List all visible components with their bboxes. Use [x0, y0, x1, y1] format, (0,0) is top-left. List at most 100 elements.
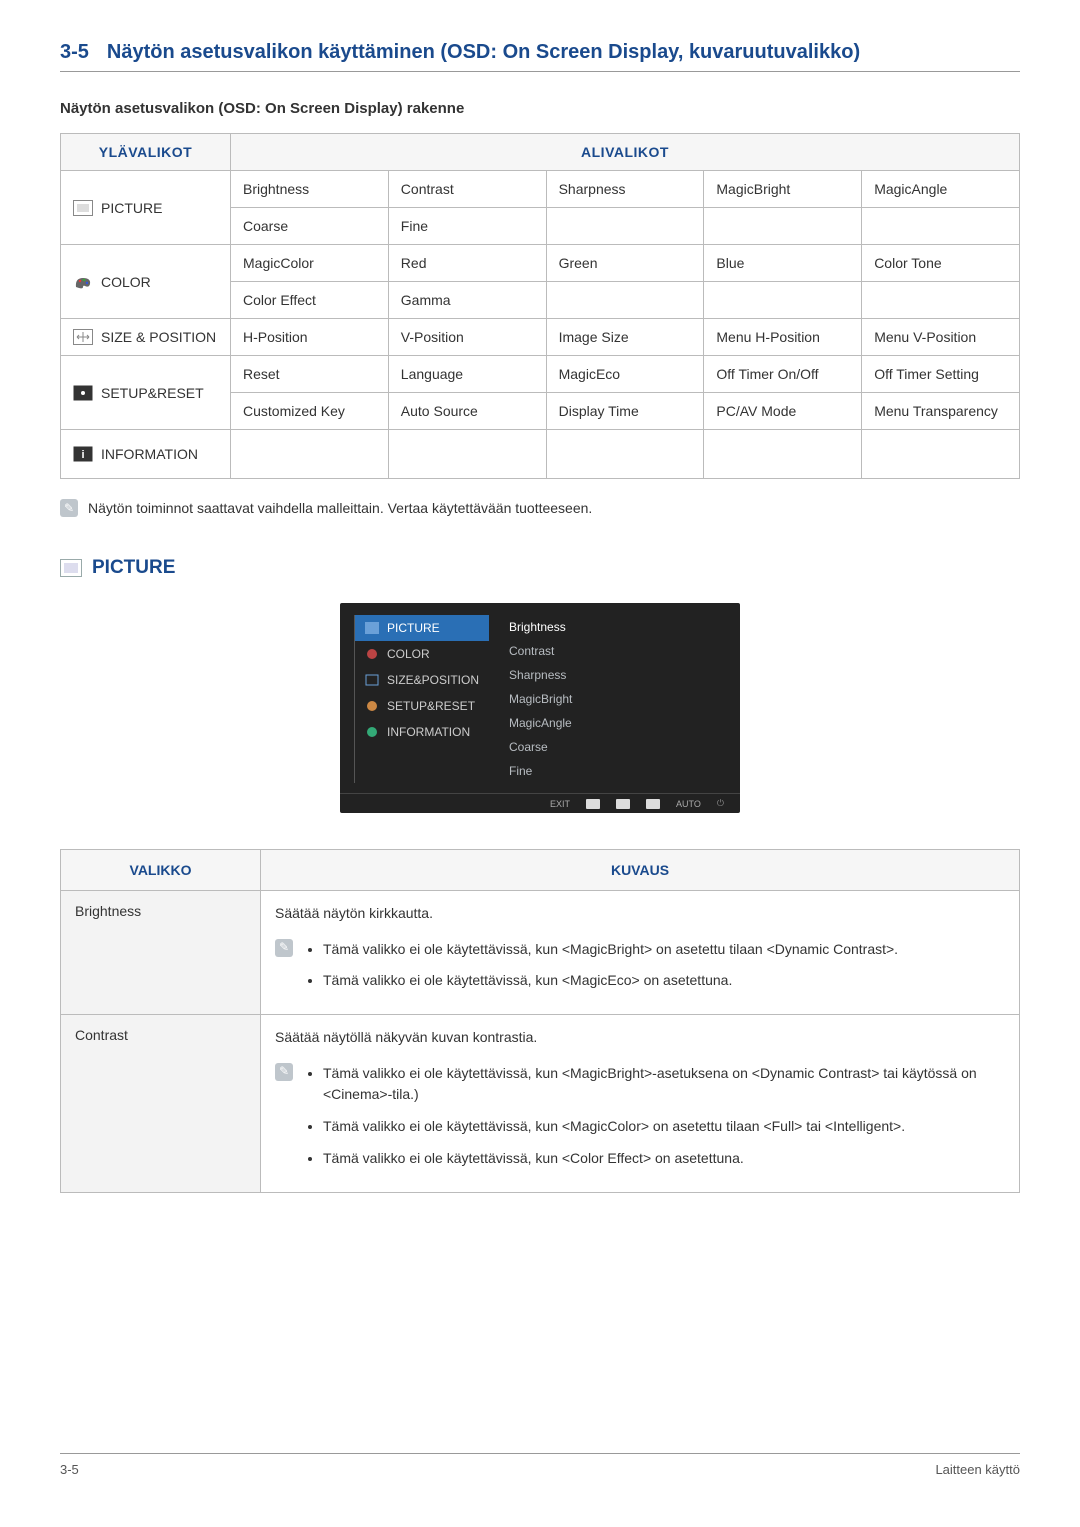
table-cell	[231, 430, 389, 479]
osd-option: MagicAngle	[509, 711, 572, 735]
note-icon: ✎	[275, 1063, 293, 1081]
table-cell: Contrast	[388, 171, 546, 208]
menu-label-cell: SETUP&RESET	[61, 356, 231, 430]
table-cell	[862, 430, 1020, 479]
menu-label: SIZE & POSITION	[101, 329, 216, 345]
desc-menu-cell: Brightness	[61, 891, 261, 1015]
osd-menu-label: COLOR	[387, 647, 430, 661]
table-header-top: YLÄVALIKOT	[61, 134, 231, 171]
table-cell	[862, 282, 1020, 319]
picture-icon	[365, 622, 379, 634]
table-cell: MagicBright	[704, 171, 862, 208]
table-cell: Color Effect	[231, 282, 389, 319]
desc-bullet: Tämä valikko ei ole käytettävissä, kun <…	[323, 1063, 1005, 1106]
note-row: ✎ Näytön toiminnot saattavat vaihdella m…	[60, 499, 1020, 517]
menu-label-cell: COLOR	[61, 245, 231, 319]
table-cell	[862, 208, 1020, 245]
table-cell: Off Timer On/Off	[704, 356, 862, 393]
table-cell	[704, 430, 862, 479]
info-icon	[365, 726, 379, 738]
desc-lead-text: Säätää näytön kirkkautta.	[275, 903, 1005, 925]
table-cell: MagicAngle	[862, 171, 1020, 208]
table-cell: Sharpness	[546, 171, 704, 208]
osd-option: Fine	[509, 759, 572, 783]
osd-bottom-bar: EXIT AUTO ⏻	[340, 793, 740, 809]
picture-icon	[73, 200, 93, 216]
table-cell	[704, 282, 862, 319]
table-cell: Menu V-Position	[862, 319, 1020, 356]
sub-heading: Näytön asetusvalikon (OSD: On Screen Dis…	[60, 100, 1020, 117]
section-number: 3-5	[60, 41, 89, 64]
table-cell	[704, 208, 862, 245]
svg-text:i: i	[81, 449, 84, 461]
menu-label-cell: i INFORMATION	[61, 430, 231, 479]
osd-menu-item: PICTURE	[355, 615, 489, 641]
osd-option: Coarse	[509, 735, 572, 759]
osd-left-panel: PICTURE COLOR SIZE&POSITION SETUP&RESET …	[354, 615, 489, 783]
description-table: VALIKKO KUVAUS Brightness Säätää näytön …	[60, 849, 1020, 1193]
table-cell: Color Tone	[862, 245, 1020, 282]
osd-menu-label: PICTURE	[387, 621, 440, 635]
osd-menu-label: SIZE&POSITION	[387, 673, 479, 687]
table-cell	[546, 282, 704, 319]
section-heading: 3-5 Näytön asetusvalikon käyttäminen (OS…	[60, 40, 1020, 72]
osd-option: Contrast	[509, 639, 572, 663]
size-icon	[73, 329, 93, 345]
menu-label: SETUP&RESET	[101, 385, 204, 401]
table-cell: V-Position	[388, 319, 546, 356]
osd-menu-label: INFORMATION	[387, 725, 470, 739]
osd-menu-label: SETUP&RESET	[387, 699, 475, 713]
footer-left: 3-5	[60, 1462, 79, 1477]
table-cell: Red	[388, 245, 546, 282]
desc-bullet: Tämä valikko ei ole käytettävissä, kun <…	[323, 939, 898, 961]
osd-power-icon: ⏻	[717, 798, 724, 809]
desc-menu-cell: Contrast	[61, 1015, 261, 1192]
osd-exit-label: EXIT	[550, 799, 570, 809]
osd-menu-item: SIZE&POSITION	[355, 667, 489, 693]
table-cell: Customized Key	[231, 393, 389, 430]
desc-bullet: Tämä valikko ei ole käytettävissä, kun <…	[323, 1148, 1005, 1170]
table-cell: H-Position	[231, 319, 389, 356]
page-footer: 3-5 Laitteen käyttö	[60, 1453, 1020, 1477]
osd-down-icon	[586, 799, 600, 809]
table-cell: Reset	[231, 356, 389, 393]
table-cell: Display Time	[546, 393, 704, 430]
table-cell: Off Timer Setting	[862, 356, 1020, 393]
osd-menu-item: INFORMATION	[355, 719, 489, 745]
table-cell: Fine	[388, 208, 546, 245]
osd-menu-item: SETUP&RESET	[355, 693, 489, 719]
footer-right: Laitteen käyttö	[935, 1462, 1020, 1477]
menu-label-cell: PICTURE	[61, 171, 231, 245]
desc-bullet: Tämä valikko ei ole käytettävissä, kun <…	[323, 970, 898, 992]
size-icon	[365, 674, 379, 686]
table-cell: Language	[388, 356, 546, 393]
menu-label: INFORMATION	[101, 446, 198, 462]
osd-right-panel: Brightness Contrast Sharpness MagicBrigh…	[509, 615, 572, 783]
picture-section-title: PICTURE	[92, 557, 175, 579]
osd-enter-icon	[646, 799, 660, 809]
color-icon	[73, 274, 93, 290]
menu-label-cell: SIZE & POSITION	[61, 319, 231, 356]
table-cell: Image Size	[546, 319, 704, 356]
osd-structure-table: YLÄVALIKOT ALIVALIKOT PICTURE Brightness…	[60, 133, 1020, 479]
note-text: Näytön toiminnot saattavat vaihdella mal…	[88, 500, 592, 516]
setup-icon	[365, 700, 379, 712]
picture-icon	[60, 559, 82, 577]
osd-preview: PICTURE COLOR SIZE&POSITION SETUP&RESET …	[340, 603, 740, 813]
info-icon: i	[73, 446, 93, 462]
desc-body-cell: Säätää näytöllä näkyvän kuvan kontrastia…	[261, 1015, 1020, 1192]
osd-option: MagicBright	[509, 687, 572, 711]
table-cell: Menu H-Position	[704, 319, 862, 356]
osd-option: Brightness	[509, 615, 572, 639]
desc-lead-text: Säätää näytöllä näkyvän kuvan kontrastia…	[275, 1027, 1005, 1049]
table-cell: PC/AV Mode	[704, 393, 862, 430]
color-icon	[365, 648, 379, 660]
table-cell	[546, 208, 704, 245]
setup-icon	[73, 385, 93, 401]
table-cell: Coarse	[231, 208, 389, 245]
osd-option: Sharpness	[509, 663, 572, 687]
desc-body-cell: Säätää näytön kirkkautta. ✎ Tämä valikko…	[261, 891, 1020, 1015]
table-cell: Gamma	[388, 282, 546, 319]
table-cell: Brightness	[231, 171, 389, 208]
osd-up-icon	[616, 799, 630, 809]
